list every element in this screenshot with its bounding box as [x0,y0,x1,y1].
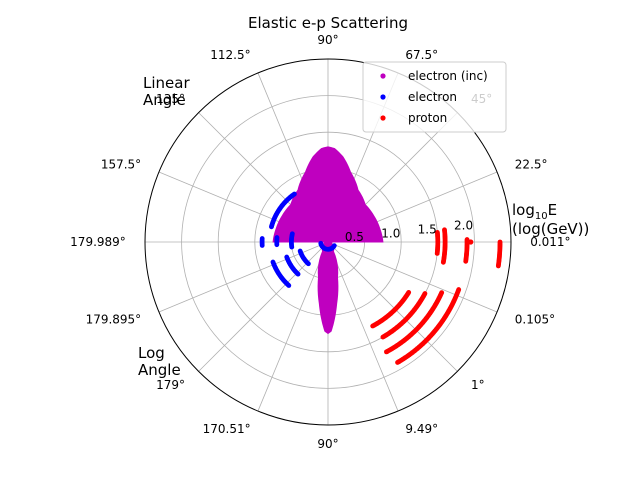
angular-tick-label: 90° [317,437,338,451]
radial-tick-label: 1.5 [418,223,437,237]
angular-grid-line [327,241,498,313]
radial-tick-label: 0.5 [345,230,364,244]
legend-marker [380,73,386,79]
data-point [422,291,428,296]
upper-half-label-line2: Angle [143,91,186,109]
electron-inc-upper-lobe [272,146,384,243]
electron-inc-lower-lobe [317,241,339,335]
lower-half-label-line1: Log [138,344,165,362]
legend: electron (inc) electron proton [362,61,507,133]
data-point [259,243,265,248]
legend-marker [380,94,386,100]
radial-tick-label: 2.0 [454,219,473,233]
angular-tick-label: 9.49° [405,422,438,436]
polar-frame [144,58,512,426]
angular-grid-line [327,241,458,372]
proton-arc [370,290,412,329]
electron-arc [274,235,280,248]
radial-axis-label-line1: log10E [512,201,557,222]
legend-entry-label: electron [408,90,457,104]
angular-tick-label: 0.105° [515,312,555,326]
data-point [295,271,301,277]
angular-tick-labels: 0.011°22.5°45°67.5°90°112.5°135°157.5°17… [70,33,570,451]
radial-axis-label-rest: E [548,201,557,219]
data-point [331,243,337,249]
data-point [456,287,462,292]
electron-arc [297,248,311,267]
legend-entry-label: electron (inc) [408,69,488,83]
angular-grid-line [327,241,399,412]
data-point [439,290,445,296]
upper-half-label-line1: Linear [143,74,190,92]
proton-arc [380,291,428,340]
electron-arc [318,240,337,252]
angular-tick-label: 135° [156,92,185,106]
data-point [434,230,440,235]
data-point [464,237,470,242]
legend-box [362,61,507,133]
data-point [442,227,447,233]
angular-tick-label: 112.5° [210,48,250,62]
data-series [259,146,503,365]
data-point [289,244,295,250]
proton-arc [463,237,470,264]
electron-arc [284,254,301,277]
radial-axis-label-sub: 10 [535,211,548,222]
polar-outer-circle [144,58,512,426]
angular-tick-label: 0.011° [530,235,570,249]
data-point [274,242,280,248]
legend-entry-label: proton [408,111,447,125]
legend-marker [380,115,386,121]
radial-tick-label: 1.0 [381,226,400,240]
axis-labels: Linear Angle Log Angle log10E (log(GeV)) [138,74,589,379]
angular-tick-label: 90° [317,33,338,47]
angular-tick-label: 179.989° [70,235,126,249]
angular-tick-label: 1° [471,378,485,392]
electron-arc [289,231,295,250]
proton-arc [395,287,462,365]
angular-tick-label: 170.51° [203,422,251,436]
data-point [306,261,311,267]
proton-arc [434,230,441,256]
radial-axis-label-main: log [512,201,535,219]
proton-arc [440,227,448,265]
angular-tick-label: 179° [156,378,185,392]
electron-arc [259,236,265,248]
radial-tick-labels: 0.5 1.0 1.5 2.0 [345,219,473,245]
angular-tick-label: 157.5° [101,158,141,172]
angular-tick-label: 22.5° [515,158,548,172]
proton-arc [384,290,445,355]
data-point [497,239,503,245]
electron-arc [270,259,292,288]
data-point [468,239,474,245]
angular-grid-line [257,241,329,412]
chart-title: Elastic e-p Scattering [248,14,408,32]
data-point [406,290,412,295]
electron-arc [269,191,297,230]
angular-tick-label: 179.895° [86,312,142,326]
radial-axis-label-line2: (log(GeV)) [512,220,589,238]
data-point [286,283,292,288]
angular-tick-label: 67.5° [405,48,438,62]
data-point [269,224,274,230]
proton-arc [495,239,503,269]
lower-half-label-line2: Angle [138,361,181,379]
